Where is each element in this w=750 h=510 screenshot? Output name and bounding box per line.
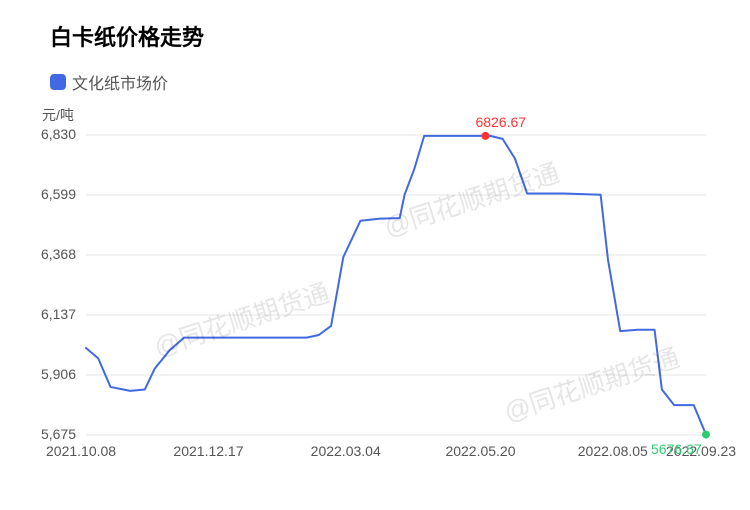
y-tick-label: 5,675 <box>41 426 76 442</box>
x-tick-label: 2022.03.04 <box>311 443 381 459</box>
x-tick-label: 2021.10.08 <box>46 443 116 459</box>
y-tick-label: 6,830 <box>41 126 76 142</box>
plot-svg <box>0 0 750 510</box>
highlight-point <box>481 132 489 140</box>
x-tick-label: 2022.05.20 <box>445 443 515 459</box>
y-tick-label: 5,906 <box>41 366 76 382</box>
highlight-label: 6826.67 <box>475 114 526 130</box>
x-tick-label: 2022.08.05 <box>578 443 648 459</box>
highlight-label: 5676.67 <box>651 441 702 457</box>
x-tick-label: 2021.12.17 <box>173 443 243 459</box>
y-tick-label: 6,368 <box>41 246 76 262</box>
y-tick-label: 6,599 <box>41 186 76 202</box>
series-line <box>86 136 706 435</box>
highlight-point <box>702 431 710 439</box>
y-tick-label: 6,137 <box>41 306 76 322</box>
